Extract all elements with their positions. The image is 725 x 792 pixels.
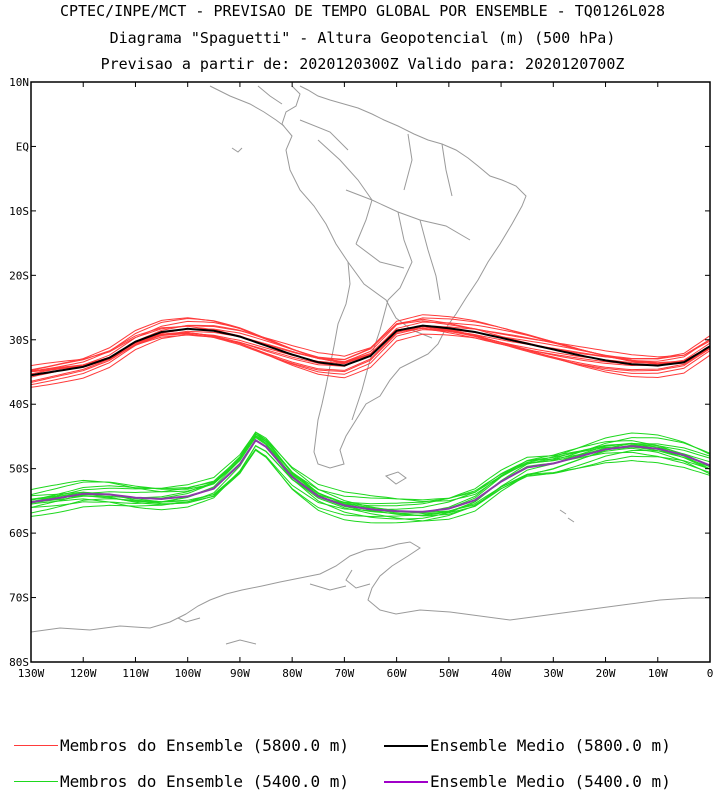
member-line-5400 xyxy=(31,439,710,520)
falklands xyxy=(384,471,407,485)
central-america-coast xyxy=(209,85,285,127)
mean-lines-group xyxy=(31,324,710,513)
member-line-5800 xyxy=(31,320,710,367)
lat-tick-label: 10N xyxy=(9,76,29,89)
member-line-5400 xyxy=(31,434,710,517)
lon-tick-label: 10W xyxy=(648,667,668,680)
member-line-5800 xyxy=(31,318,710,372)
member-line-5400 xyxy=(31,449,710,518)
lat-tick-label: 30S xyxy=(9,334,29,347)
lon-tick-label: 130W xyxy=(18,667,45,680)
antarctica-coast xyxy=(31,541,710,645)
lat-tick-label: 70S xyxy=(9,592,29,605)
lat-tick-label: 60S xyxy=(9,527,29,540)
lat-tick-label: 40S xyxy=(9,398,29,411)
title-line-1: CPTEC/INPE/MCT - PREVISAO DE TEMPO GLOBA… xyxy=(59,2,666,20)
lat-tick-label: 50S xyxy=(9,463,29,476)
title-line-2: Diagrama "Spaguetti" - Altura Geopotenci… xyxy=(109,29,616,47)
lat-tick-label: 80S xyxy=(9,656,29,669)
galapagos xyxy=(231,147,243,153)
coastline-layer xyxy=(31,85,710,645)
latitude-ticks: 10N EQ 10S 20S 30S 40S 50S 60S 70S 80S xyxy=(9,76,710,669)
member-line-5800 xyxy=(31,333,710,388)
member-line-5400 xyxy=(31,431,710,507)
member-line-5400 xyxy=(31,436,710,505)
members-5800-group xyxy=(31,314,710,388)
south-georgia xyxy=(559,509,575,523)
member-line-5400 xyxy=(31,448,710,524)
lon-tick-label: 40W xyxy=(491,667,511,680)
member-line-5400 xyxy=(31,444,710,522)
south-america-coast xyxy=(281,85,527,469)
member-line-5800 xyxy=(31,325,710,375)
member-line-5400 xyxy=(31,432,710,503)
member-line-5400 xyxy=(31,436,710,501)
member-line-5400 xyxy=(31,440,710,517)
lat-tick-label: 10S xyxy=(9,205,29,218)
lon-tick-label: 20W xyxy=(596,667,616,680)
lon-tick-label: 0 xyxy=(707,667,714,680)
lat-tick-label: 20S xyxy=(9,269,29,282)
lon-tick-label: 50W xyxy=(439,667,459,680)
lon-tick-label: 120W xyxy=(70,667,97,680)
lon-tick-label: 100W xyxy=(174,667,201,680)
lon-tick-label: 70W xyxy=(334,667,354,680)
lat-tick-label: EQ xyxy=(16,140,29,153)
lon-tick-label: 30W xyxy=(543,667,563,680)
lon-tick-label: 80W xyxy=(282,667,302,680)
member-line-5800 xyxy=(31,327,710,383)
mean-line-5400 xyxy=(31,438,710,513)
title-line-3: Previsao a partir de: 2020120300Z Valido… xyxy=(100,55,625,73)
longitude-ticks: 130W 120W 110W 100W 90W 80W 70W 60W 50W 40W 30W 20W… xyxy=(18,82,714,680)
mean-line-5800 xyxy=(31,324,710,377)
lon-tick-label: 110W xyxy=(122,667,149,680)
lon-tick-label: 60W xyxy=(387,667,407,680)
plot-frame xyxy=(30,81,711,663)
lon-tick-label: 90W xyxy=(230,667,250,680)
